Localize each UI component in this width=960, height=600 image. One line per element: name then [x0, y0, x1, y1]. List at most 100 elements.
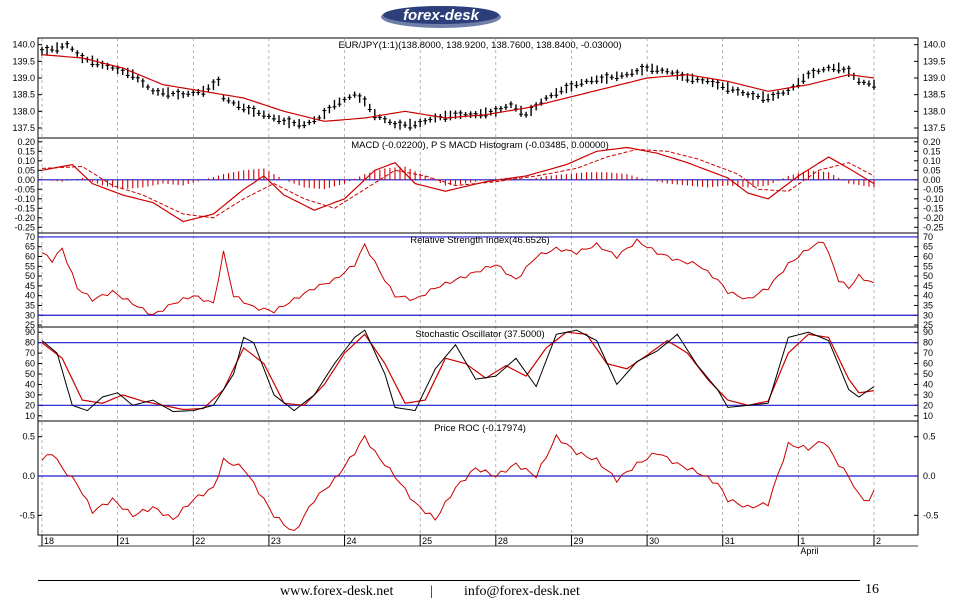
moving-average-line — [41, 54, 875, 122]
y-tick-label-left: 50 — [25, 369, 35, 379]
x-tick-label: 21 — [120, 536, 130, 546]
y-tick-label-left: 40 — [25, 379, 35, 389]
y-tick-label-left: 140.0 — [12, 40, 35, 50]
y-tick-label-right: -0.5 — [923, 510, 939, 520]
y-tick-label-right: 0.0 — [923, 471, 936, 481]
y-tick-label-right: 0.15 — [923, 146, 941, 156]
footer-website-link[interactable]: www.forex-desk.net — [280, 584, 394, 599]
y-tick-label-left: 60 — [25, 359, 35, 369]
y-tick-label-right: 140.0 — [923, 40, 946, 50]
y-tick-label-left: 139.0 — [12, 73, 35, 83]
y-tick-label-right: 0.05 — [923, 165, 941, 175]
y-tick-label-left: 45 — [25, 281, 35, 291]
y-tick-label-left: -0.25 — [14, 222, 35, 232]
y-tick-label-right: -0.25 — [923, 222, 944, 232]
chart-frame — [37, 37, 919, 536]
y-tick-label-right: 60 — [923, 359, 933, 369]
y-tick-label-left: 138.0 — [12, 106, 35, 116]
x-tick-label: 18 — [44, 536, 54, 546]
y-tick-label-right: 90 — [923, 327, 933, 337]
y-tick-label-left: -0.15 — [14, 203, 35, 213]
y-tick-label-right: 30 — [923, 310, 933, 320]
logo-text: forex-desk — [403, 7, 480, 24]
y-tick-label-left: 70 — [25, 348, 35, 358]
forex-desk-logo: forex-desk — [381, 6, 501, 28]
y-tick-label-right: 139.0 — [923, 73, 946, 83]
footer-email-link[interactable]: info@forex-desk.net — [464, 584, 580, 599]
y-tick-label-left: 70 — [25, 232, 35, 242]
y-tick-label-left: 0.15 — [17, 146, 35, 156]
y-tick-label-left: 0.5 — [22, 432, 35, 442]
y-tick-label-left: 55 — [25, 261, 35, 271]
y-tick-label-right: 45 — [923, 281, 933, 291]
macd-line — [41, 146, 875, 223]
y-tick-label-right: -0.10 — [923, 194, 944, 204]
x-tick-label: 29 — [573, 536, 583, 546]
y-tick-label-left: 25 — [25, 320, 35, 330]
x-tick-label: 31 — [725, 536, 735, 546]
y-tick-label-right: 10 — [923, 411, 933, 421]
rsi-panel-title: Relative Strength Index(46.6526) — [410, 235, 549, 246]
y-tick-label-right: 0.10 — [923, 156, 941, 166]
y-tick-label-left: 137.5 — [12, 123, 35, 133]
y-tick-label-right: 35 — [923, 300, 933, 310]
y-tick-label-right: 137.5 — [923, 123, 946, 133]
footer-separator: | — [430, 584, 433, 599]
roc-panel-title: Price ROC (-0.17974) — [434, 423, 526, 434]
y-tick-label-left: 30 — [25, 390, 35, 400]
y-tick-label-right: 50 — [923, 369, 933, 379]
y-tick-label-right: 20 — [923, 400, 933, 410]
y-tick-label-right: 30 — [923, 390, 933, 400]
y-tick-label-left: -0.5 — [19, 510, 35, 520]
y-tick-label-left: 138.5 — [12, 90, 35, 100]
y-tick-label-left: 10 — [25, 411, 35, 421]
y-tick-label-left: 30 — [25, 310, 35, 320]
x-tick-label: 25 — [422, 536, 432, 546]
y-tick-label-left: 60 — [25, 252, 35, 262]
x-tick-label: 28 — [498, 536, 508, 546]
y-tick-label-left: 0.0 — [22, 471, 35, 481]
roc-line — [41, 433, 875, 532]
logo-badge — [383, 6, 499, 24]
y-tick-label-left: 0.05 — [17, 165, 35, 175]
y-tick-label-right: 0.5 — [923, 432, 936, 442]
x-axis-month-label: April — [800, 546, 818, 556]
y-tick-label-right: 80 — [923, 338, 933, 348]
y-tick-label-right: -0.15 — [923, 203, 944, 213]
y-tick-label-right: 70 — [923, 348, 933, 358]
y-tick-label-left: 40 — [25, 291, 35, 301]
y-tick-label-left: 0.00 — [17, 175, 35, 185]
footer-rule — [38, 580, 860, 581]
y-tick-label-right: -0.05 — [923, 184, 944, 194]
y-tick-label-left: 90 — [25, 327, 35, 337]
y-tick-label-right: 138.0 — [923, 106, 946, 116]
y-tick-label-right: 50 — [923, 271, 933, 281]
macd-signal-line — [41, 148, 875, 219]
stochastic-d-line — [41, 331, 875, 411]
page-number: 16 — [865, 582, 879, 597]
stochastic-k-line — [41, 329, 875, 413]
y-tick-label-right: -0.20 — [923, 213, 944, 223]
y-tick-label-left: -0.05 — [14, 184, 35, 194]
y-tick-label-right: 60 — [923, 252, 933, 262]
x-tick-label: 30 — [649, 536, 659, 546]
x-tick-label: 22 — [195, 536, 205, 546]
y-tick-label-left: -0.20 — [14, 213, 35, 223]
y-tick-label-right: 70 — [923, 232, 933, 242]
y-tick-label-right: 65 — [923, 242, 933, 252]
y-tick-label-right: 139.5 — [923, 56, 946, 66]
y-tick-label-left: 35 — [25, 300, 35, 310]
y-tick-label-left: 20 — [25, 400, 35, 410]
y-tick-label-right: 0.20 — [923, 137, 941, 147]
x-tick-label: 23 — [271, 536, 281, 546]
page-footer: www.forex-desk.net | info@forex-desk.net… — [0, 580, 960, 600]
forex-chart: 140.0 140.0 139.5 139.5 139.0 139.0 138.5 138.5… — [12, 37, 946, 556]
y-tick-label-right: 25 — [923, 320, 933, 330]
x-tick-label: 1 — [800, 536, 805, 546]
price-panel-title: EUR/JPY(1:1)(138.8000, 138.9200, 138.760… — [338, 40, 621, 51]
y-tick-label-left: 50 — [25, 271, 35, 281]
y-tick-label-left: 0.20 — [17, 137, 35, 147]
x-tick-label: 2 — [876, 536, 881, 546]
y-tick-label-right: 40 — [923, 291, 933, 301]
rsi-line — [41, 238, 875, 316]
